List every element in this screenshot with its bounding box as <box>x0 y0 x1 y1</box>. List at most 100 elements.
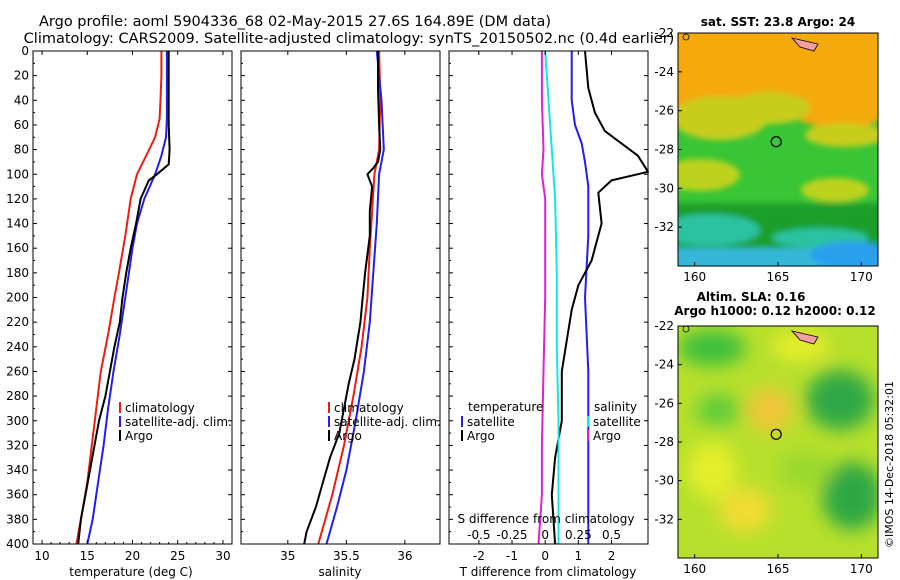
map-y-tick-label: -26 <box>654 396 674 410</box>
map-y-tick-label: -24 <box>654 358 674 372</box>
sla-argo-location-marker <box>770 428 782 440</box>
salinity-axes: 35 35.5 36 <box>241 50 440 563</box>
x-tick-label: 0 <box>541 549 549 563</box>
series-line-temperature-argo <box>550 50 649 545</box>
x-tick-label: -2 <box>473 549 485 563</box>
series-line-satellite-adj-clim <box>86 51 168 545</box>
y-tick-label: 340 <box>6 463 29 477</box>
x-tick-label: 36 <box>397 549 412 563</box>
temperature-xlabel: temperature (deg C) <box>69 565 192 579</box>
y-tick-label: 360 <box>6 488 29 502</box>
difference-legend-salinity: salinity satellite Argo <box>587 400 641 443</box>
difference-plot-area <box>537 50 649 545</box>
map-x-tick-label: 170 <box>850 270 873 284</box>
temperature-panel: 0 20 40 60 80 100 120 140 160 180 200 220 240 260 280 3… <box>6 44 233 579</box>
series-line-climatology <box>75 51 163 545</box>
y-tick-label: 400 <box>6 537 29 551</box>
legend-heading-temperature: temperature <box>468 400 543 414</box>
y-tick-label: 120 <box>6 192 29 206</box>
map-x-tick-label: 160 <box>683 270 706 284</box>
map-x-tick-label: 165 <box>767 562 790 576</box>
map-y-tick-label: -30 <box>654 474 674 488</box>
salinity-panel: 35 35.5 36 salinity climatology satellite-… <box>240 50 441 579</box>
difference-panel: -2 -1 0 1 2 -0.5 -0.25 0 0.25 0.5 S difference fr… <box>448 50 649 579</box>
y-tick-label: 20 <box>14 69 29 83</box>
temperature-axes: 0 20 40 60 80 100 120 140 160 180 200 220 240 260 280 3… <box>6 44 232 563</box>
sla-map-axes: -22 -24 -26 -28 -30 -32 160 165 170 <box>654 319 872 576</box>
y-tick-label: 40 <box>14 93 29 107</box>
sla-map-image <box>678 326 878 558</box>
temperature-plot-area <box>75 51 171 545</box>
y-tick-label: 300 <box>6 414 29 428</box>
legend-label-climatology: climatology <box>125 401 195 415</box>
top-x-tick-label: 0 <box>541 528 549 542</box>
map-x-tick-label: 170 <box>850 562 873 576</box>
salinity-plot-frame <box>240 50 441 545</box>
y-tick-label: 280 <box>6 389 29 403</box>
x-tick-label: 20 <box>125 549 140 563</box>
y-tick-label: 320 <box>6 438 29 452</box>
y-tick-label: 80 <box>14 143 29 157</box>
legend-label-argo: Argo <box>334 429 362 443</box>
map-x-tick-label: 165 <box>767 270 790 284</box>
salinity-legend: climatology satellite-adj. clim. Argo <box>328 401 441 443</box>
y-tick-label: 380 <box>6 512 29 526</box>
y-tick-label: 180 <box>6 266 29 280</box>
y-tick-label: 220 <box>6 315 29 329</box>
sst-map-axes: -22 -24 -26 -28 -30 -32 160 165 170 <box>654 26 872 284</box>
map-y-tick-label: -30 <box>654 181 674 195</box>
sst-map-panel: sat. SST: 23.8 Argo: 24 <box>654 15 879 284</box>
map-y-tick-label: -24 <box>654 65 674 79</box>
legend-label-t-argo: Argo <box>467 429 495 443</box>
x-tick-label: 30 <box>215 549 230 563</box>
x-tick-label: 35 <box>280 549 295 563</box>
timestamp-credit: ©IMOS 14-Dec-2018 05:32:01 <box>883 381 896 548</box>
series-line-argo <box>303 51 382 545</box>
legend-label-argo: Argo <box>125 429 153 443</box>
difference-legend-temperature: temperature satellite Argo <box>461 400 543 443</box>
y-tick-label: 60 <box>14 118 29 132</box>
x-tick-label: 25 <box>170 549 185 563</box>
map-y-tick-label: -26 <box>654 104 674 118</box>
map-y-tick-label: -28 <box>654 435 674 449</box>
series-line-salinity-satellite <box>544 50 560 544</box>
legend-label-climatology: climatology <box>334 401 404 415</box>
y-tick-label: 100 <box>6 167 29 181</box>
legend-label-s-satellite: satellite <box>593 415 641 429</box>
legend-label-s-argo: Argo <box>593 429 621 443</box>
sst-argo-location-marker <box>770 136 782 148</box>
x-tick-label: 10 <box>34 549 49 563</box>
x-tick-label: 35.5 <box>333 549 360 563</box>
map-y-tick-label: -28 <box>654 143 674 157</box>
top-x-tick-label: 0.5 <box>602 528 621 542</box>
salinity-xlabel: salinity <box>318 565 361 579</box>
map-y-tick-label: -22 <box>654 26 674 40</box>
sla-map-title: Altim. SLA: 0.16 <box>697 290 806 304</box>
difference-axes: -2 -1 0 1 2 -0.5 -0.25 0 0.25 0.5 <box>449 50 648 563</box>
x-tick-label: 2 <box>608 549 616 563</box>
top-x-tick-label: 0.25 <box>565 528 592 542</box>
y-tick-label: 160 <box>6 241 29 255</box>
y-tick-label: 260 <box>6 364 29 378</box>
y-tick-label: 140 <box>6 217 29 231</box>
sst-map-title: sat. SST: 23.8 Argo: 24 <box>701 15 855 29</box>
temperature-legend: climatology satellite-adj. clim. Argo <box>119 401 232 443</box>
difference-xlabel: T difference from climatology <box>459 565 637 579</box>
top-x-tick-label: -0.25 <box>496 528 527 542</box>
map-y-tick-label: -22 <box>654 319 674 333</box>
series-line-salinity-argo <box>537 51 547 545</box>
legend-label-t-satellite: satellite <box>467 415 515 429</box>
map-y-tick-label: -32 <box>654 220 674 234</box>
difference-top-xlabel: S difference from climatology <box>458 512 635 526</box>
y-tick-label: 0 <box>21 44 29 58</box>
title-line-2: Climatology: CARS2009. Satellite-adjuste… <box>24 31 675 47</box>
salinity-plot-area <box>303 50 385 545</box>
series-line-satellite-adj-clim <box>325 50 385 545</box>
temperature-plot-frame <box>32 50 233 545</box>
map-x-tick-label: 160 <box>683 562 706 576</box>
y-tick-label: 200 <box>6 291 29 305</box>
x-tick-label: -1 <box>506 549 518 563</box>
legend-label-satellite: satellite-adj. clim. <box>125 415 232 429</box>
sla-map-panel: Altim. SLA: 0.16 Argo h1000: 0.12 h2000:… <box>654 290 879 576</box>
